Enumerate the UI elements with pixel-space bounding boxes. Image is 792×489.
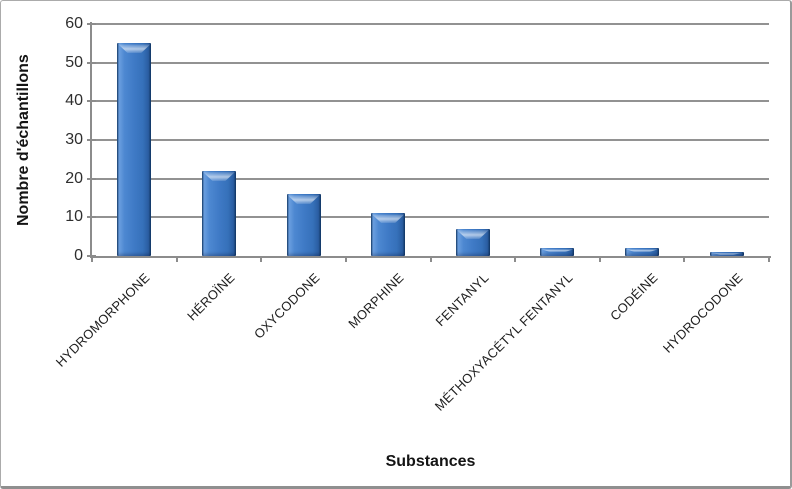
bar-cod-ine bbox=[625, 248, 660, 256]
gridline-y-10 bbox=[92, 216, 769, 219]
bar-slot bbox=[177, 24, 262, 256]
y-tick-label-60: 60 bbox=[65, 15, 83, 32]
x-category-label-4: FENTANYL bbox=[432, 270, 492, 330]
y-tick-mark-50 bbox=[87, 61, 96, 64]
bar-slot bbox=[515, 24, 600, 256]
gridline-y-40 bbox=[92, 100, 769, 103]
x-category-label-2: OXYCODONE bbox=[250, 270, 323, 342]
gridline-y-20 bbox=[92, 177, 769, 180]
y-tick-mark-10 bbox=[87, 216, 96, 219]
bar-slot bbox=[684, 24, 769, 256]
x-category-label-3: MORPHINE bbox=[345, 270, 407, 332]
bar-slot bbox=[346, 24, 431, 256]
y-tick-label-0: 0 bbox=[74, 247, 83, 264]
y-tick-mark-40 bbox=[87, 100, 96, 103]
bar-slot bbox=[600, 24, 685, 256]
y-tick-mark-30 bbox=[87, 139, 96, 141]
y-tick-mark-20 bbox=[87, 177, 96, 180]
plot-area bbox=[92, 23, 769, 256]
x-tick-mark-1 bbox=[175, 256, 178, 262]
bar-morphine bbox=[371, 213, 406, 256]
y-tick-label-10: 10 bbox=[65, 208, 83, 226]
bar-hydrocodone bbox=[709, 252, 744, 256]
x-tick-mark-3 bbox=[344, 256, 347, 262]
y-axis-title: Nombre d'échantillons bbox=[15, 54, 32, 226]
bar-m-thoxyac-tyl-fentanyl bbox=[540, 248, 575, 256]
bar-oxycodone bbox=[286, 194, 321, 256]
y-tick-label-20: 20 bbox=[65, 169, 83, 187]
y-tick-label-40: 40 bbox=[65, 92, 83, 110]
bar-slot bbox=[92, 24, 177, 256]
x-tick-mark-7 bbox=[683, 256, 686, 262]
x-category-label-7: HYDROCODONE bbox=[659, 270, 746, 356]
x-tick-mark-8 bbox=[768, 256, 770, 262]
x-tick-mark-4 bbox=[429, 256, 432, 262]
x-tick-mark-2 bbox=[260, 256, 263, 262]
x-axis-title: Substances bbox=[385, 453, 476, 470]
x-category-label-5: MÉTHOXYACÉTYL FENTANYL bbox=[432, 270, 577, 414]
x-tick-mark-6 bbox=[598, 256, 601, 262]
bar-h-ro-ne bbox=[201, 170, 236, 256]
bar-hydromorphone bbox=[117, 43, 152, 256]
bar-slot bbox=[261, 24, 346, 256]
gridline-y-30 bbox=[92, 139, 769, 141]
bar-fentanyl bbox=[455, 228, 490, 256]
gridline-y-50 bbox=[92, 61, 769, 64]
y-tick-mark-60 bbox=[87, 23, 96, 25]
x-category-label-6: CODÉINE bbox=[607, 270, 661, 324]
x-category-label-1: HÉROÏNE bbox=[184, 270, 238, 324]
y-tick-label-30: 30 bbox=[65, 131, 83, 148]
bars-container bbox=[92, 24, 769, 256]
bar-slot bbox=[431, 24, 516, 256]
gridline-y-60 bbox=[92, 23, 769, 25]
x-tick-mark-0 bbox=[91, 256, 93, 262]
y-tick-label-50: 50 bbox=[65, 53, 83, 71]
x-tick-mark-5 bbox=[514, 256, 517, 262]
